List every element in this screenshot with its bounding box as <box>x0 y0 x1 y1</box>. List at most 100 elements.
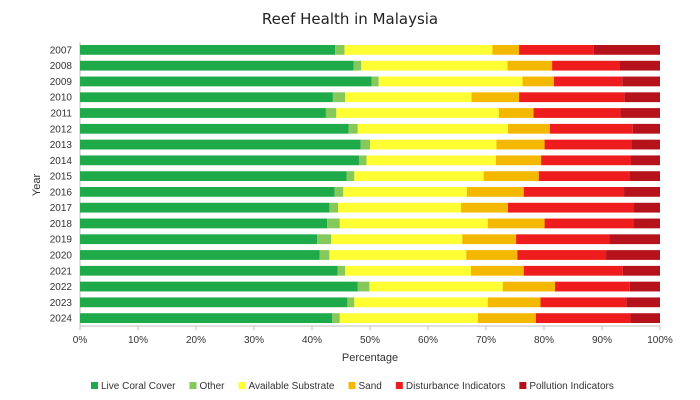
bar-segment <box>344 44 493 55</box>
chart-title: Reef Health in Malaysia <box>262 10 438 28</box>
bar-segment <box>633 218 660 229</box>
y-tick-label: 2019 <box>50 235 73 246</box>
bar-segment <box>325 108 337 118</box>
y-tick-label: 2013 <box>50 140 73 151</box>
bar-segment <box>631 155 660 166</box>
bar-segment <box>508 202 634 213</box>
bar-segment <box>329 202 339 213</box>
bar-segment <box>516 234 610 245</box>
bar-segment <box>544 218 634 229</box>
bar-segment <box>633 202 660 213</box>
legend-swatch <box>348 382 356 389</box>
y-tick-label: 2015 <box>50 172 73 183</box>
bar-segment <box>630 313 660 324</box>
x-tick-label: 20% <box>186 335 206 346</box>
bar-segment <box>361 60 508 71</box>
bar-segment <box>332 92 346 103</box>
bar-segment <box>466 186 524 197</box>
legend-label: Disturbance Indicators <box>406 381 506 392</box>
bar-segment <box>80 108 326 118</box>
bar-segment <box>620 108 660 118</box>
legend-label: Pollution Indicators <box>529 381 614 392</box>
legend-swatch <box>189 382 197 389</box>
x-tick-label: 50% <box>360 335 380 346</box>
x-axis-label: Percentage <box>342 352 398 364</box>
y-tick-label: 2022 <box>50 282 73 293</box>
bar-segment <box>80 44 336 55</box>
y-tick-label: 2021 <box>50 266 73 277</box>
legend-label: Available Substrate <box>249 381 335 392</box>
bar-segment <box>337 265 346 276</box>
legend-swatch <box>91 382 98 389</box>
bar-segment <box>632 123 660 134</box>
bar-segment <box>552 60 620 71</box>
y-tick-label: 2007 <box>50 45 73 56</box>
bar-segment <box>80 123 349 134</box>
bar-segment <box>345 265 471 276</box>
bar-segment <box>606 250 660 260</box>
bar-segment <box>487 218 545 229</box>
legend-swatch <box>519 382 527 389</box>
bar-segment <box>80 313 333 324</box>
bar-segment <box>339 218 488 229</box>
x-tick-label: 30% <box>244 335 264 346</box>
bar-segment <box>80 234 318 245</box>
bar-segment <box>502 281 556 292</box>
bar-segment <box>544 139 632 150</box>
bar-segment <box>327 218 340 229</box>
bar-segment <box>366 155 496 166</box>
bar-segment <box>462 234 517 245</box>
bar-segment <box>371 76 379 87</box>
bar-segment <box>369 281 503 292</box>
bar-segment <box>519 92 625 103</box>
y-tick-label: 2012 <box>50 124 73 135</box>
legend-label: Sand <box>358 381 381 392</box>
bar-segment <box>80 155 359 166</box>
bar-segment <box>541 155 631 166</box>
bar-segment <box>335 44 345 55</box>
bar-segment <box>338 202 462 213</box>
bar-segment <box>370 139 497 150</box>
bar-segment <box>347 297 355 308</box>
legend-label: Live Coral Cover <box>101 381 176 392</box>
bar-segment <box>498 108 534 118</box>
x-tick-label: 90% <box>592 335 612 346</box>
bar-segment <box>80 281 358 292</box>
x-tick-label: 0% <box>73 335 88 346</box>
bar-segment <box>522 76 554 87</box>
x-tick-label: 70% <box>476 335 496 346</box>
bar-segment <box>523 265 623 276</box>
legend-swatch <box>395 382 403 389</box>
x-tick-label: 80% <box>534 335 554 346</box>
bar-segment <box>631 139 660 150</box>
bar-segment <box>336 108 499 118</box>
bar-segment <box>629 171 660 182</box>
bar-segment <box>624 186 660 197</box>
bar-segment <box>622 265 660 276</box>
y-tick-label: 2017 <box>50 203 73 214</box>
bar-segment <box>357 281 370 292</box>
bar-segment <box>470 265 524 276</box>
y-tick-label: 2010 <box>50 93 73 104</box>
bar-segment <box>471 92 520 103</box>
x-tick-label: 10% <box>128 335 148 346</box>
bar-segment <box>80 265 338 276</box>
bar-segment <box>461 202 509 213</box>
y-tick-label: 2018 <box>50 219 73 230</box>
bar-segment <box>346 171 355 182</box>
bar-segment <box>626 297 660 308</box>
x-tick-label: 60% <box>418 335 438 346</box>
bar-segment <box>507 60 553 71</box>
y-tick-label: 2008 <box>50 61 73 72</box>
bar-segment <box>477 313 536 324</box>
bar-segment <box>540 297 627 308</box>
bar-segment <box>357 123 509 134</box>
bar-segment <box>538 171 630 182</box>
bar-segment <box>345 92 472 103</box>
bar-segment <box>80 202 330 213</box>
y-tick-label: 2009 <box>50 77 73 88</box>
bar-segment <box>80 297 348 308</box>
bar-segment <box>519 44 594 55</box>
bar-segment <box>358 155 367 166</box>
bar-segment <box>629 281 660 292</box>
